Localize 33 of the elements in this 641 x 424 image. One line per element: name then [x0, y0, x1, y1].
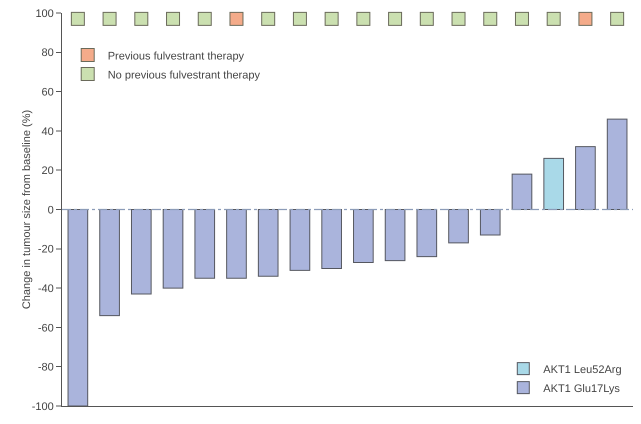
bar — [448, 209, 469, 244]
y-tick-label: 80 — [42, 47, 54, 60]
y-tick-label: -100 — [32, 400, 54, 413]
bar — [290, 209, 310, 271]
y-tick-label: -20 — [38, 244, 54, 256]
bar — [162, 209, 184, 289]
legend-label: No previous fulvestrant therapy — [108, 69, 260, 82]
legend-label: AKT1 Glu17Lys — [543, 382, 620, 395]
bar — [606, 118, 628, 210]
bar — [480, 209, 501, 236]
y-tick-label: 0 — [48, 204, 54, 216]
y-tick-label: -40 — [38, 282, 54, 295]
y-tick-label: 100 — [35, 8, 54, 20]
bar — [575, 146, 596, 210]
legend-label: Previous fulvestrant therapy — [108, 50, 245, 62]
bar — [416, 209, 438, 258]
bar — [543, 158, 564, 210]
y-tick-label: -80 — [38, 362, 54, 374]
bar — [194, 209, 216, 279]
y-tick-label: 20 — [42, 165, 54, 178]
bar — [99, 209, 120, 316]
y-tick-label: 60 — [42, 86, 54, 98]
bar — [512, 174, 532, 210]
y-tick-label: -60 — [38, 322, 54, 334]
bar — [258, 209, 279, 277]
bar — [226, 209, 247, 279]
bar — [353, 209, 374, 264]
bar — [321, 209, 342, 269]
bar — [384, 209, 406, 262]
y-tick-label: 40 — [42, 126, 54, 138]
bar — [130, 209, 152, 294]
legend-label: AKT1 Leu52Arg — [543, 364, 622, 376]
y-axis-title: Change in tumour size from baseline (%) — [21, 110, 33, 310]
